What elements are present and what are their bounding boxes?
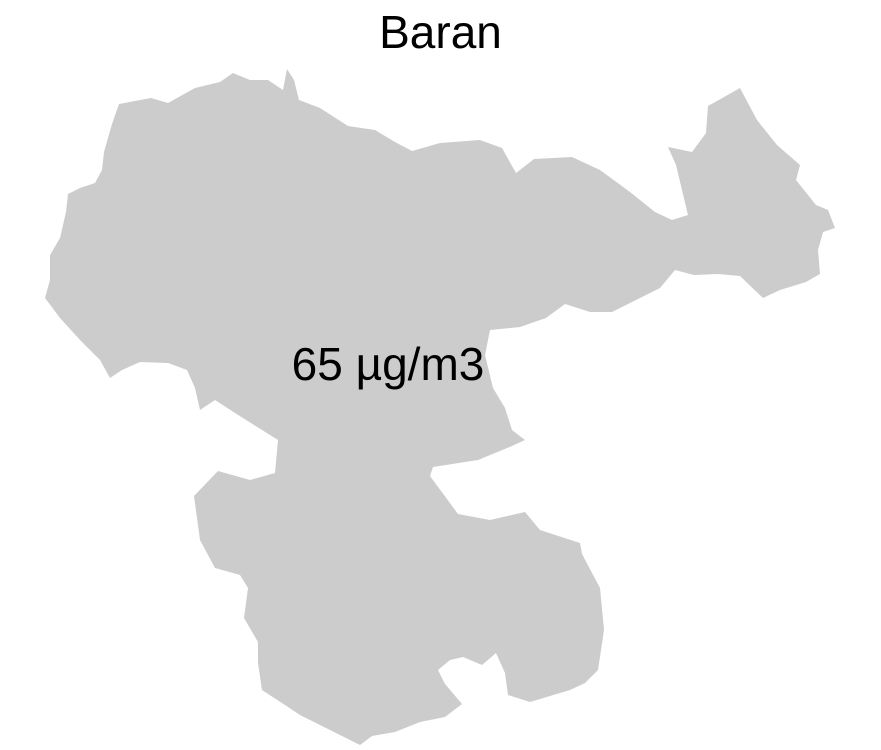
map-title: Baran [379, 6, 502, 58]
region-baran [45, 69, 835, 745]
region-value-label: 65 µg/m3 [291, 338, 485, 390]
